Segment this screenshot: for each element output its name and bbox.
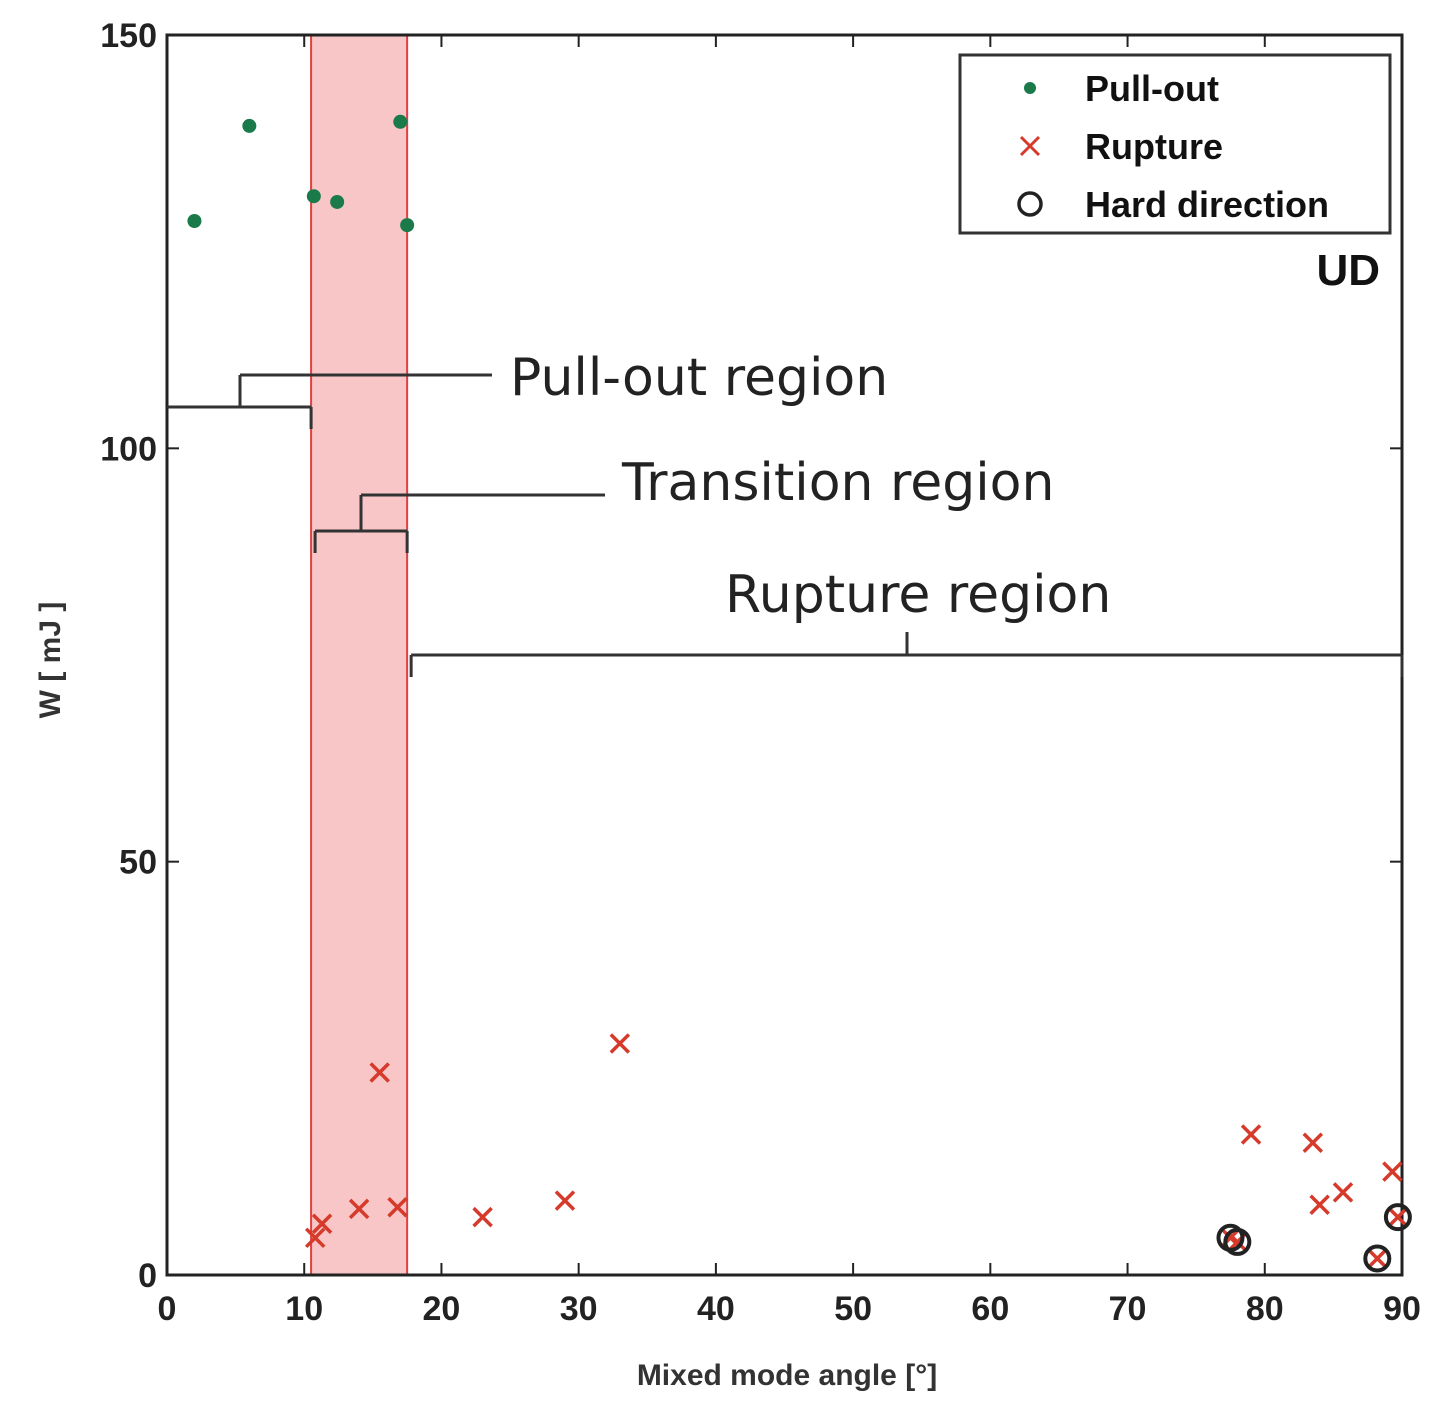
rupture-point — [1387, 1206, 1409, 1228]
hard-direction-point — [1363, 1244, 1392, 1273]
rupture-stroke-b — [304, 1227, 326, 1249]
region-bracket: Pull-out region — [167, 348, 888, 429]
rupture-point — [369, 1062, 390, 1083]
rupture-stroke-b — [1382, 1161, 1403, 1182]
pull-out-point — [400, 218, 415, 233]
x-tick-label: 50 — [834, 1290, 872, 1328]
region-label: Pull-out region — [510, 348, 888, 408]
rupture-point — [472, 1206, 493, 1228]
rupture-point — [1382, 1161, 1403, 1182]
region-label: Transition region — [621, 453, 1054, 513]
series-hard-direction — [1216, 1203, 1412, 1273]
y-tick-label: 0 — [138, 1257, 157, 1295]
pull-out-point — [187, 214, 202, 228]
pull-out-point — [393, 114, 408, 129]
rupture-stroke-b — [1367, 1248, 1388, 1269]
legend-label: Hard direction — [1085, 184, 1329, 225]
y-axis-title: W [ mJ ] — [34, 602, 67, 719]
rupture-stroke-b — [1240, 1124, 1262, 1145]
y-tick-label: 50 — [119, 844, 157, 882]
rupture-point — [1332, 1182, 1354, 1203]
pull-out-point — [330, 194, 345, 209]
data-points — [187, 114, 1412, 1273]
rupture-point — [554, 1190, 576, 1211]
band-fill — [311, 35, 408, 1275]
rupture-stroke-b — [1302, 1132, 1324, 1153]
legend-dot-icon — [1024, 82, 1036, 94]
ud-tag: UD — [1316, 246, 1380, 295]
rupture-point — [1302, 1132, 1324, 1153]
legend: Pull-out Rupture Hard direction — [958, 53, 1392, 235]
x-tick-label: 80 — [1246, 1290, 1284, 1328]
rupture-point — [1240, 1124, 1262, 1145]
rupture-stroke-b — [1332, 1182, 1354, 1203]
hard-direction-point — [1383, 1203, 1412, 1232]
rupture-point — [304, 1227, 326, 1249]
transition-band — [310, 35, 409, 1275]
hard-direction-point — [1223, 1227, 1252, 1256]
rupture-stroke-b — [1387, 1206, 1409, 1228]
rupture-point — [609, 1033, 631, 1054]
x-tick-label: 10 — [285, 1290, 323, 1328]
legend-x-icon — [1019, 135, 1041, 157]
x-tick-label: 40 — [697, 1290, 735, 1328]
rupture-stroke-b — [472, 1206, 493, 1228]
rupture-stroke-b — [311, 1213, 333, 1234]
rupture-point — [1309, 1194, 1330, 1215]
rupture-stroke-b — [609, 1033, 631, 1054]
pull-out-point — [242, 118, 257, 133]
rupture-point — [311, 1213, 333, 1234]
rupture-point — [348, 1198, 370, 1220]
y-tick-label: 150 — [100, 17, 157, 55]
series-pull-out — [187, 114, 415, 233]
region-label: Rupture region — [725, 565, 1111, 625]
pull-out-point — [306, 189, 321, 204]
rupture-stroke-b — [369, 1062, 390, 1083]
x-tick-label: 30 — [560, 1290, 598, 1328]
legend-label: Rupture — [1085, 126, 1223, 167]
x-tick-label: 60 — [971, 1290, 1009, 1328]
rupture-point — [1367, 1248, 1388, 1269]
region-bracket: Transition region — [313, 453, 1054, 553]
rupture-stroke-b — [1309, 1194, 1330, 1215]
region-annotations: Pull-out region Transition region Rupture … — [167, 348, 1404, 677]
rupture-stroke-b — [348, 1198, 370, 1220]
x-tick-label: 70 — [1109, 1290, 1147, 1328]
legend-label: Pull-out — [1085, 68, 1219, 109]
x-axis-title: Mixed mode angle [°] — [637, 1359, 937, 1392]
legend-x-stroke-b — [1019, 135, 1041, 157]
legend-circle-icon — [1017, 191, 1043, 217]
x-tick-label: 20 — [423, 1290, 461, 1328]
y-tick-label: 100 — [100, 430, 157, 468]
region-bracket: Rupture region — [409, 565, 1404, 677]
rupture-stroke-b — [387, 1196, 408, 1218]
rupture-stroke-b — [554, 1190, 576, 1211]
rupture-point — [387, 1196, 408, 1218]
x-tick-label: 0 — [158, 1290, 177, 1328]
x-tick-label: 90 — [1383, 1290, 1421, 1328]
